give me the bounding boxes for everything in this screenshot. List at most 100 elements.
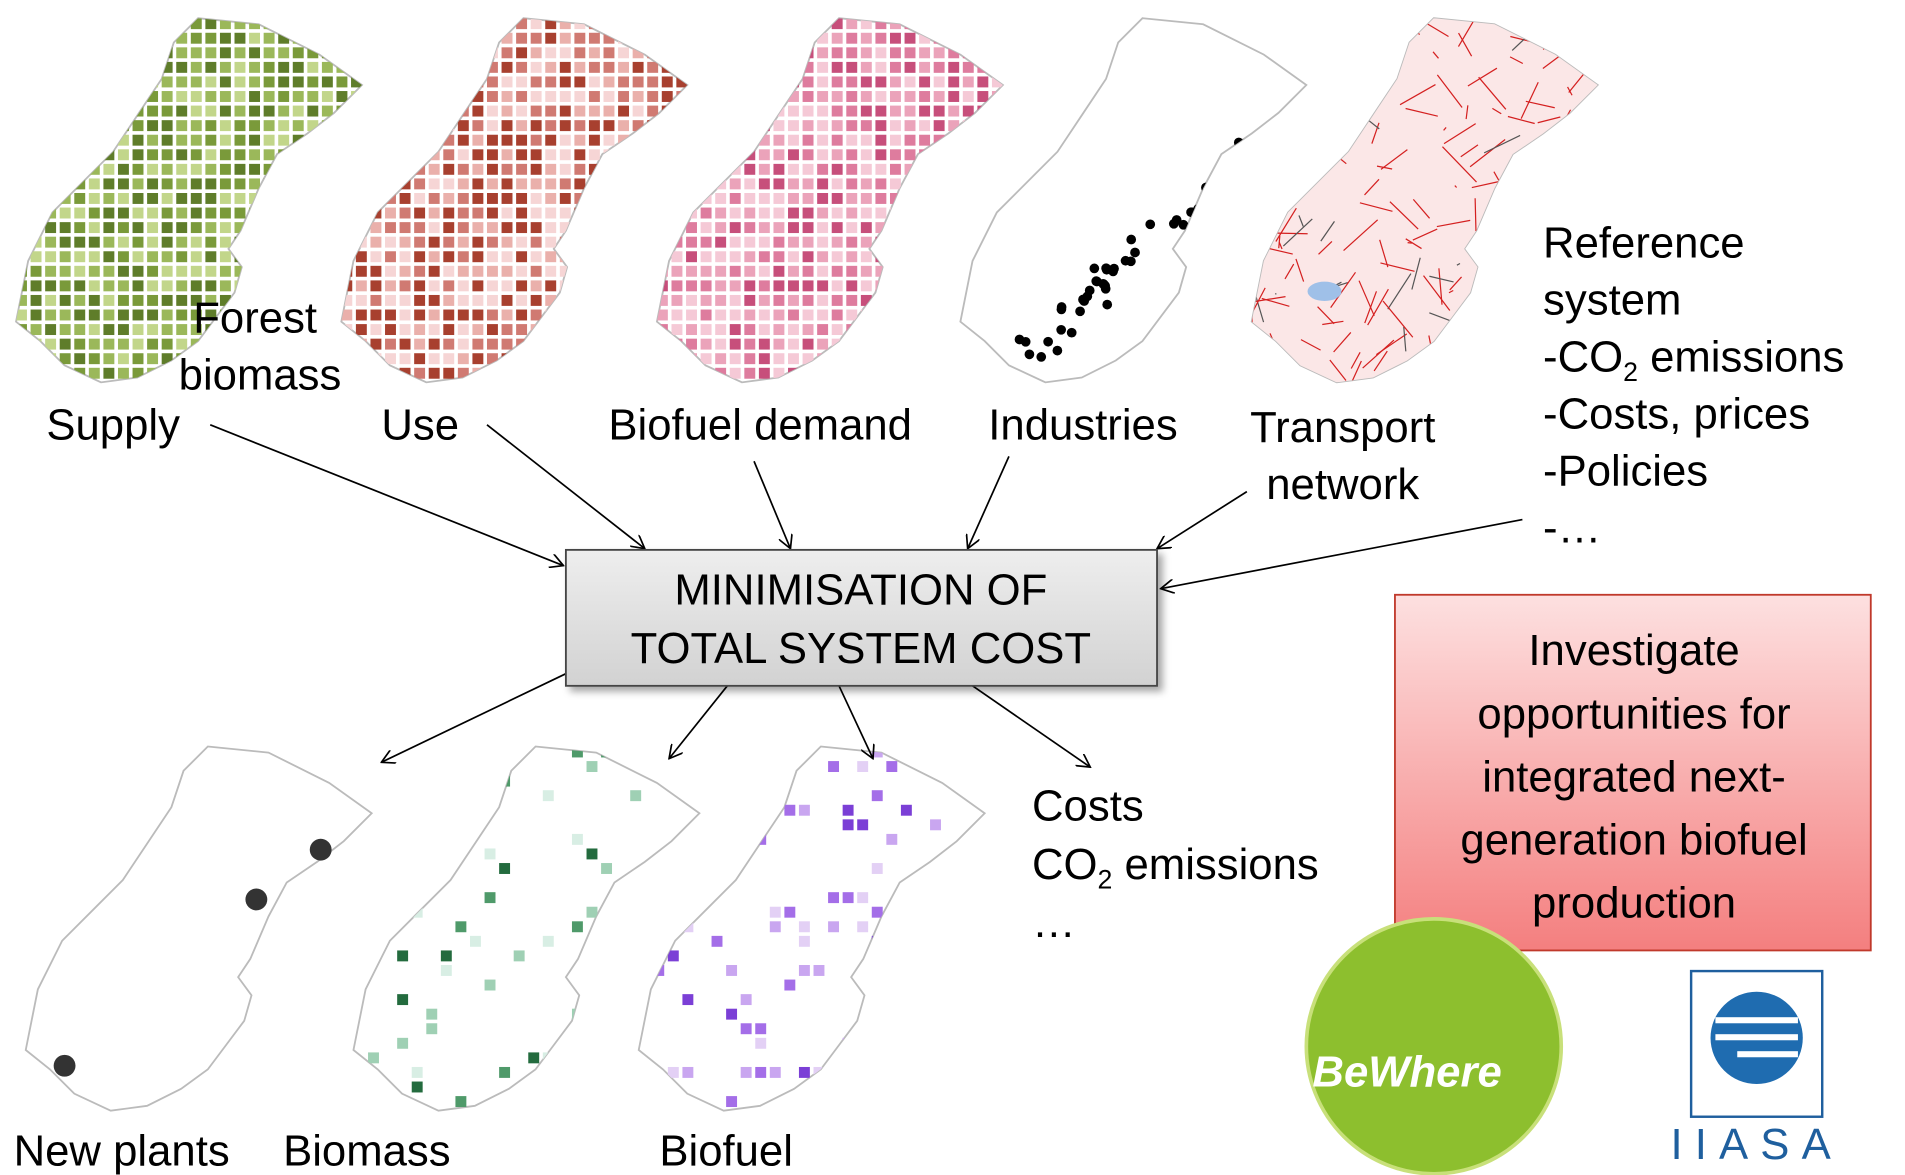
cell	[632, 367, 644, 379]
cell	[443, 265, 455, 277]
cell	[457, 265, 469, 277]
cell	[691, 106, 702, 117]
cell	[103, 236, 115, 248]
cell	[656, 294, 668, 306]
cell	[773, 338, 785, 350]
cell	[933, 280, 945, 292]
cell	[671, 47, 683, 59]
cell	[831, 105, 843, 117]
cell	[875, 61, 887, 73]
dash: -	[1543, 447, 1558, 496]
cell	[828, 761, 840, 773]
road	[1399, 84, 1436, 106]
cell	[501, 120, 513, 132]
cell	[516, 18, 528, 30]
road	[1448, 289, 1454, 294]
center-line: TOTAL SYSTEM COST	[631, 624, 1091, 673]
cell	[103, 18, 115, 30]
cell	[860, 265, 872, 277]
input-label: Use	[381, 400, 459, 449]
cell	[632, 163, 644, 175]
cell	[190, 251, 202, 263]
road	[1526, 162, 1552, 170]
road	[1567, 86, 1573, 96]
industry	[1247, 153, 1257, 163]
cell	[292, 105, 304, 117]
cell	[846, 309, 858, 321]
cell	[744, 163, 756, 175]
cell	[1007, 62, 1018, 73]
cell	[443, 105, 455, 117]
cell	[457, 61, 469, 73]
industry	[1101, 264, 1112, 275]
cell	[88, 207, 100, 219]
cell	[831, 236, 843, 248]
road	[1469, 139, 1506, 168]
cell	[88, 193, 100, 204]
cell	[219, 251, 231, 263]
cell	[691, 193, 702, 204]
cell	[715, 61, 727, 73]
cell	[618, 91, 630, 102]
cell	[802, 324, 814, 336]
cell	[45, 91, 57, 102]
cell	[671, 163, 683, 175]
cell	[603, 236, 615, 248]
cell	[385, 265, 396, 277]
cell	[632, 76, 644, 88]
cell	[632, 324, 644, 336]
cell	[351, 367, 362, 379]
cell	[190, 105, 202, 117]
cell	[234, 163, 246, 175]
road	[1412, 228, 1438, 241]
cell	[147, 47, 159, 59]
industry	[1075, 306, 1085, 317]
cell	[773, 367, 785, 379]
cell	[457, 134, 469, 146]
cell	[74, 309, 86, 321]
cell	[516, 251, 528, 263]
cell	[977, 47, 989, 59]
cell	[249, 105, 261, 117]
cell	[661, 149, 673, 161]
cell	[977, 18, 989, 30]
cell	[904, 32, 916, 44]
cell	[117, 178, 129, 190]
cell	[176, 236, 188, 248]
cell	[618, 324, 630, 336]
cell	[45, 193, 57, 204]
road	[1330, 271, 1357, 308]
cell	[618, 236, 630, 248]
cell	[292, 265, 304, 277]
cell	[385, 251, 396, 263]
cell	[88, 353, 100, 365]
cell	[414, 236, 426, 248]
cell	[117, 18, 129, 30]
cell	[758, 105, 770, 117]
cell	[263, 251, 275, 263]
cell	[788, 294, 799, 306]
cell	[948, 294, 960, 306]
cell	[161, 32, 173, 44]
cell	[336, 105, 348, 117]
cell	[691, 62, 702, 73]
cell	[933, 222, 945, 234]
cell	[414, 91, 426, 102]
cell	[603, 18, 615, 30]
cell	[831, 309, 843, 321]
cell	[831, 18, 843, 30]
cell	[686, 163, 697, 175]
road	[1387, 273, 1412, 310]
cell	[831, 338, 843, 350]
cell	[542, 935, 554, 947]
cell	[545, 134, 557, 146]
cell	[516, 149, 528, 161]
cell	[176, 178, 188, 190]
cell	[933, 149, 945, 161]
cell	[292, 163, 304, 175]
cell	[904, 294, 916, 306]
list-item: CO2 emissions	[1032, 840, 1319, 895]
cell	[368, 819, 379, 831]
cell	[661, 18, 673, 30]
cell	[700, 61, 712, 73]
